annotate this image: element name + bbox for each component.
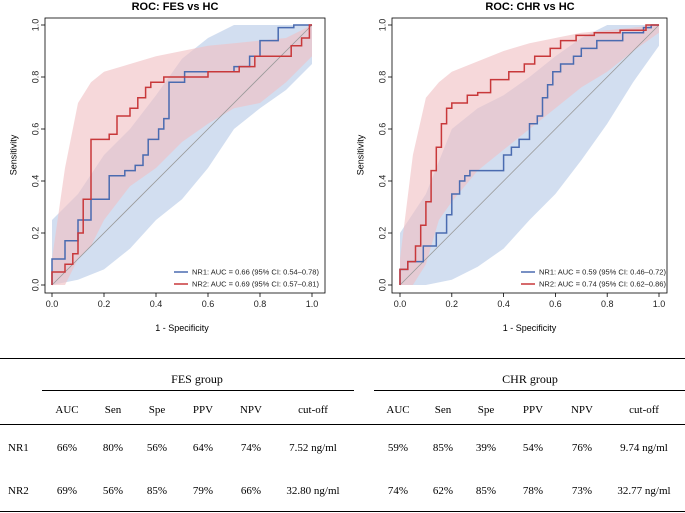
nr2-chr-cutoff: 32.77 ng/ml	[617, 485, 671, 497]
fes-col-sen: Sen	[104, 404, 122, 416]
chr-col-cutoff: cut-off	[629, 404, 659, 416]
nr1-fes-auc: 66%	[56, 442, 78, 454]
nr1-chr-cutoff: 9.74 ng/ml	[620, 442, 668, 454]
chart1-y-tick-label: 0.0	[30, 279, 40, 292]
nr2-fes-cutoff: 32.80 ng/ml	[286, 485, 340, 497]
fes-col-ppv: PPV	[192, 404, 214, 416]
chart2-nr2-roc-line	[399, 24, 659, 285]
chart1-x-tick-label: 1.0	[306, 299, 319, 309]
nr1-fes-sen: 80%	[102, 442, 124, 454]
roc-charts: ROC: FES vs HC 0.0 0.2 0.4 0.6 0.8 1.0 0.0 0.2 0.…	[8, 1, 668, 333]
chart1-x-tick-label: 0.6	[202, 299, 215, 309]
chart2-x-tick-label: 1.0	[653, 299, 666, 309]
chr-col-auc: AUC	[386, 404, 410, 416]
metrics-table: FES group CHR group AUC Sen Spe PPV NPV …	[0, 358, 685, 513]
chart1-chance-diagonal	[51, 24, 313, 286]
chr-group-rule	[374, 390, 685, 391]
chart2-x-tick-label: 0.0	[394, 299, 407, 309]
chart2-x-tick-label: 0.6	[549, 299, 562, 309]
chart1-x-tick-label: 0.4	[150, 299, 163, 309]
nr1-chr-ppv: 54%	[522, 442, 544, 454]
chart1-y-tick-label: 0.8	[30, 71, 40, 84]
nr2-fes-npv: 66%	[240, 485, 262, 497]
chart2-chance-diagonal	[399, 24, 660, 286]
chart2-y-tick-label: 0.0	[377, 279, 387, 292]
chart1-nr2-roc-line	[51, 24, 312, 285]
chr-col-spe: Spe	[477, 404, 495, 416]
nr1-fes-npv: 74%	[240, 442, 262, 454]
chart2-y-tick-label: 1.0	[377, 19, 387, 32]
chart1-x-tick-label: 0.2	[98, 299, 111, 309]
chart1-plot-frame	[44, 17, 326, 294]
nr2-fes-spe: 85%	[146, 485, 168, 497]
nr1-fes-spe: 56%	[146, 442, 168, 454]
nr2-fes-auc: 69%	[56, 485, 78, 497]
chart1-x-tick-label: 0.0	[46, 299, 59, 309]
chr-col-npv: NPV	[570, 404, 594, 416]
nr2-chr-ppv: 78%	[522, 485, 544, 497]
chart2-y-tick-label: 0.8	[377, 71, 387, 84]
chr-group-header: CHR group	[502, 372, 558, 386]
chart1-y-tick-label: 0.4	[30, 175, 40, 188]
chart1-x-axis-label: 1 - Specificity	[155, 323, 209, 333]
chart2-nr1-legend-label: NR1: AUC = 0.59 (95% CI: 0.46–0.72)	[539, 268, 666, 277]
chart2-y-tick-label: 0.4	[377, 175, 387, 188]
nr2-chr-sen: 62%	[432, 485, 454, 497]
row-label-nr1: NR1	[8, 442, 29, 454]
nr1-chr-spe: 39%	[475, 442, 497, 454]
chart2-nr2-legend-label: NR2: AUC = 0.74 (95% CI: 0.62–0.86)	[539, 280, 666, 289]
table-bottom-rule	[0, 511, 685, 512]
chart1-title: ROC: FES vs HC	[132, 1, 219, 13]
nr2-fes-sen: 56%	[102, 485, 124, 497]
chart1-y-axis-label: Sensitivity	[8, 134, 18, 175]
chart2-x-axis-label: 1 - Specificity	[503, 323, 557, 333]
chart2-x-tick-label: 0.4	[497, 299, 510, 309]
chart2-title: ROC: CHR vs HC	[485, 1, 574, 13]
chr-col-ppv: PPV	[522, 404, 544, 416]
chart1-y-tick-label: 0.6	[30, 123, 40, 136]
nr1-fes-ppv: 64%	[192, 442, 214, 454]
chart1-x-tick-label: 0.8	[254, 299, 267, 309]
nr1-chr-sen: 85%	[432, 442, 454, 454]
table-top-rule	[0, 358, 685, 359]
nr1-fes-cutoff: 7.52 ng/ml	[289, 442, 337, 454]
fes-col-cutoff: cut-off	[298, 404, 328, 416]
fes-group-rule	[42, 390, 354, 391]
nr2-chr-spe: 85%	[475, 485, 497, 497]
fes-col-spe: Spe	[148, 404, 166, 416]
chart2-y-tick-label: 0.6	[377, 123, 387, 136]
nr2-fes-ppv: 79%	[192, 485, 214, 497]
chart2-y-axis-label: Sensitivity	[355, 134, 365, 175]
chart2-nr2-ci-band	[400, 25, 659, 285]
fes-group-header: FES group	[171, 372, 223, 386]
nr2-chr-auc: 74%	[387, 485, 409, 497]
chart2-x-tick-label: 0.8	[601, 299, 614, 309]
chart2-x-tick-label: 0.2	[446, 299, 459, 309]
chart2-plot-frame	[391, 17, 668, 294]
roc-charts-svg: ROC: FES vs HC 0.0 0.2 0.4 0.6 0.8 1.0 0.0 0.2 0.…	[8, 1, 668, 333]
chart1-nr2-legend-label: NR2: AUC = 0.69 (95% CI: 0.57–0.81)	[192, 280, 319, 289]
chart2-nr1-roc-line	[399, 24, 659, 285]
table-header-rule	[0, 424, 685, 425]
chart1-nr1-legend-label: NR1: AUC = 0.66 (95% CI: 0.54–0.78)	[192, 268, 319, 277]
nr1-chr-auc: 59%	[387, 442, 409, 454]
chr-col-sen: Sen	[434, 404, 452, 416]
fes-col-npv: NPV	[239, 404, 263, 416]
chart1-y-tick-label: 1.0	[30, 19, 40, 32]
row-label-nr2: NR2	[8, 485, 29, 497]
nr2-chr-npv: 73%	[571, 485, 593, 497]
nr1-chr-npv: 76%	[571, 442, 593, 454]
chart2-y-tick-label: 0.2	[377, 227, 387, 240]
fes-col-auc: AUC	[55, 404, 79, 416]
chart1-y-tick-label: 0.2	[30, 227, 40, 240]
